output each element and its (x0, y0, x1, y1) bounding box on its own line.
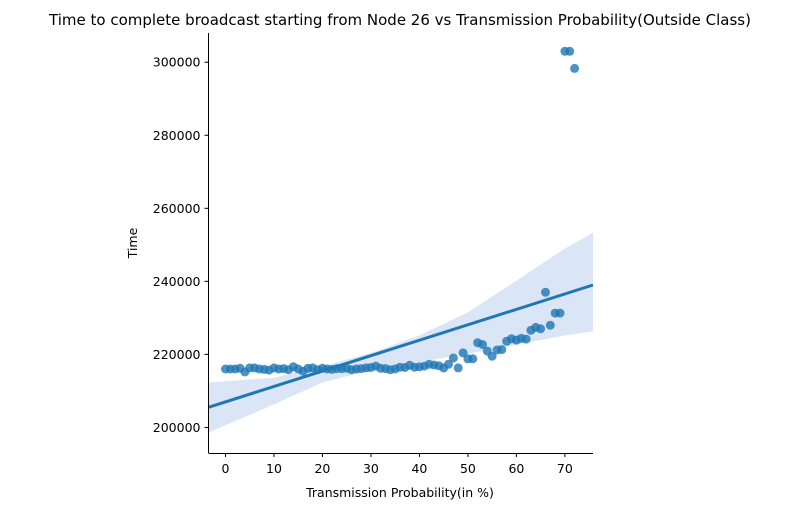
confidence-band (208, 232, 593, 433)
chart-title: Time to complete broadcast starting from… (48, 11, 751, 29)
y-tick-label: 280000 (153, 128, 201, 143)
x-tick-label: 60 (508, 461, 524, 476)
y-axis-label: Time (125, 227, 140, 259)
x-axis-label: Transmission Probability(in %) (305, 485, 494, 500)
y-tick-label: 300000 (153, 55, 201, 70)
data-point (448, 353, 458, 363)
y-ticks-layer: 200000 220000 240000 260000 280000 300000 (153, 55, 209, 435)
x-tick-label: 0 (221, 461, 229, 476)
y-tick-label: 260000 (153, 201, 201, 216)
axes-layer (208, 33, 593, 454)
data-point (468, 354, 478, 364)
x-ticks-layer: 0 10 20 30 40 50 60 70 (221, 453, 573, 476)
regression-line (208, 283, 594, 409)
y-tick-label: 240000 (153, 274, 201, 289)
x-tick-label: 50 (460, 461, 476, 476)
data-point (444, 359, 453, 369)
x-tick-label: 30 (363, 461, 379, 476)
data-point (497, 345, 507, 355)
confidence-band-layer (208, 232, 593, 433)
data-point (545, 320, 555, 330)
x-tick-label: 10 (266, 461, 282, 476)
y-tick-label: 200000 (153, 420, 201, 435)
data-point (478, 340, 487, 349)
data-point (555, 308, 565, 318)
data-point (536, 324, 546, 334)
regression-line-layer (208, 283, 594, 409)
data-point (570, 63, 580, 73)
data-point (487, 351, 497, 361)
x-tick-label: 40 (411, 461, 427, 476)
data-point (565, 46, 575, 56)
x-tick-label: 20 (314, 461, 330, 476)
data-point (521, 334, 531, 344)
data-point (453, 363, 463, 373)
data-point (541, 287, 550, 297)
x-tick-label: 70 (557, 461, 573, 476)
y-tick-label: 220000 (153, 347, 201, 362)
